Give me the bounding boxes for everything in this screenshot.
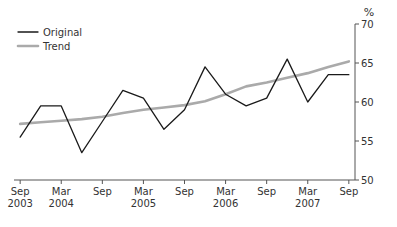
x-tick-label-line: Sep xyxy=(93,186,112,197)
y-tick-label: 65 xyxy=(361,58,374,69)
legend-label: Trend xyxy=(42,41,70,52)
x-tick-label-line: 2004 xyxy=(49,198,74,209)
x-tick-label-line: 2006 xyxy=(213,198,238,209)
x-tick-label: Sep xyxy=(175,186,194,197)
x-tick-label: Sep2003 xyxy=(7,186,32,209)
y-tick-label: 50 xyxy=(361,175,374,186)
x-tick-label: Sep xyxy=(257,186,276,197)
x-tick-label: Mar2005 xyxy=(131,186,156,209)
x-tick xyxy=(143,180,144,184)
y-tick xyxy=(355,24,359,25)
x-tick-label-line: Sep xyxy=(175,186,194,197)
legend-label: Original xyxy=(43,27,82,38)
x-tick-label-line: Sep xyxy=(257,186,276,197)
line xyxy=(20,61,349,123)
x-tick xyxy=(307,180,308,184)
x-tick-label-line: 2007 xyxy=(295,198,320,209)
x-tick-label: Mar2007 xyxy=(295,186,320,209)
y-tick xyxy=(355,180,359,181)
x-tick-label-line: Sep xyxy=(11,186,30,197)
legend-swatch xyxy=(18,45,38,48)
x-tick-label-line: Sep xyxy=(339,186,358,197)
x-tick xyxy=(184,180,185,184)
y-tick-label: 70 xyxy=(361,19,374,30)
y-axis-label: % xyxy=(364,6,374,19)
x-tick-label: Mar2006 xyxy=(213,186,238,209)
x-tick-label: Sep xyxy=(339,186,358,197)
y-tick xyxy=(355,63,359,64)
x-tick xyxy=(102,180,103,184)
x-tick xyxy=(266,180,267,184)
chart: 5055606570%Sep2003Mar2004SepMar2005SepMa… xyxy=(0,0,397,227)
x-tick xyxy=(225,180,226,184)
x-tick-label: Sep xyxy=(93,186,112,197)
x-tick-label-line: Mar xyxy=(216,186,236,197)
x-tick xyxy=(348,180,349,184)
x-tick-label: Mar2004 xyxy=(49,186,74,209)
x-tick-label-line: Mar xyxy=(298,186,318,197)
x-tick-label-line: 2005 xyxy=(131,198,156,209)
y-tick-label: 60 xyxy=(361,97,374,108)
x-tick xyxy=(20,180,21,184)
x-tick-label-line: Mar xyxy=(52,186,72,197)
y-tick xyxy=(355,102,359,103)
y-tick xyxy=(355,141,359,142)
y-tick-label: 55 xyxy=(361,136,374,147)
x-tick xyxy=(61,180,62,184)
legend-swatch xyxy=(18,31,38,32)
x-tick-label-line: 2003 xyxy=(7,198,32,209)
legend: Original Trend xyxy=(18,27,82,52)
x-tick-label-line: Mar xyxy=(134,186,154,197)
plot-area xyxy=(20,59,349,153)
line xyxy=(20,59,349,153)
